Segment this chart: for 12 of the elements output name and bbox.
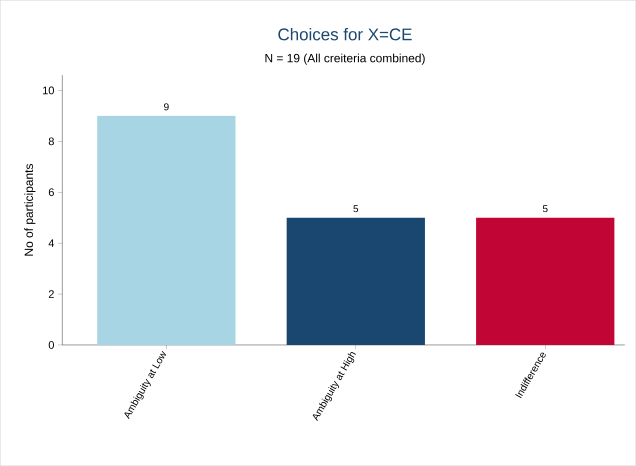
y-axis-title: No of participants [24,164,36,256]
y-tick-label: 10 [43,86,54,94]
y-tick-label: 4 [48,239,54,247]
y-tick-label: 0 [48,341,54,349]
y-tick-label: 8 [48,137,54,146]
data-label: 5 [353,205,358,212]
data-label: 9 [164,103,169,110]
y-tick-label: 6 [48,188,54,196]
chart-title: Choices for X=CE [278,28,412,40]
y-tick-label: 2 [48,290,54,298]
chart-subtitle: N = 19 (All creiteria combined) [265,54,425,65]
data-label: 5 [542,205,548,212]
